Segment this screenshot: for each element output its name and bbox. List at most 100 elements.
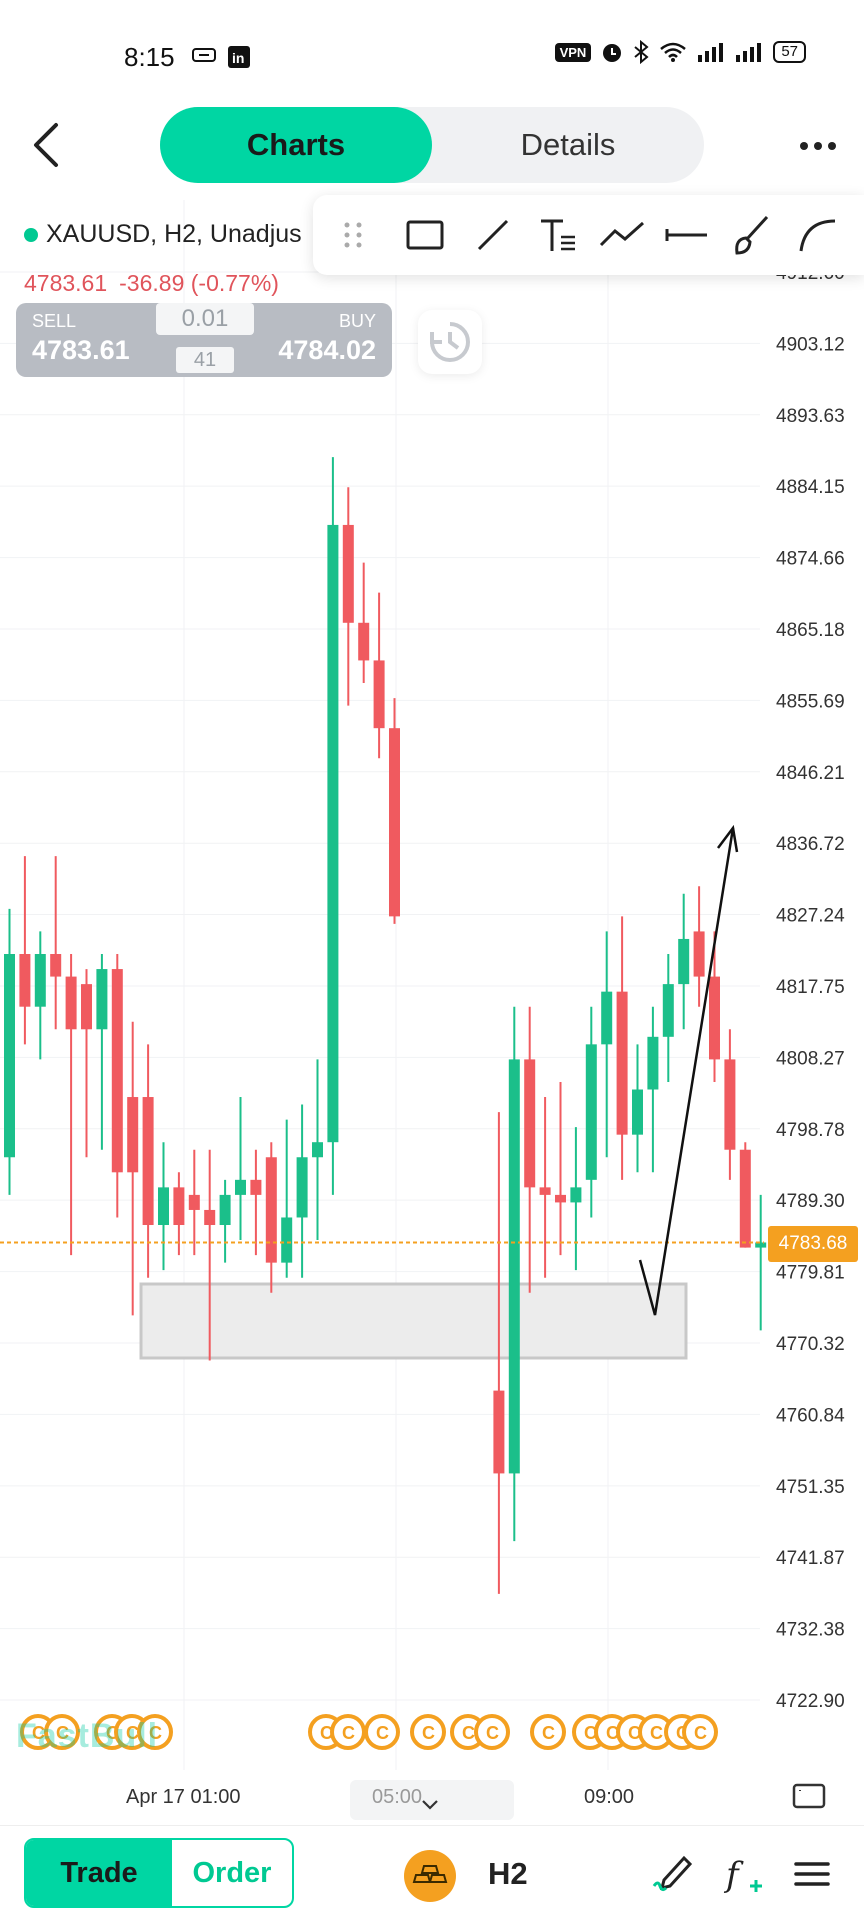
candle-body	[173, 1187, 185, 1226]
event-marker	[474, 1714, 510, 1750]
email-icon	[192, 48, 216, 62]
candle-body	[539, 1187, 551, 1195]
buy-label: BUY	[338, 311, 376, 331]
history-button[interactable]	[418, 310, 482, 374]
time-axis: Apr 17 01:00 05:00 09:00	[0, 1770, 864, 1825]
more-icon[interactable]	[798, 131, 838, 161]
rectangle-icon[interactable]	[401, 211, 449, 259]
y-tick-label: 4751.35	[776, 1477, 845, 1498]
event-marker-label: C	[32, 1723, 45, 1743]
event-marker-label: C	[650, 1723, 663, 1743]
price-change-line: 4783.61 -36.89 (-0.77%)	[24, 270, 291, 297]
drawing-toolbar	[313, 195, 864, 275]
linkedin-icon: in	[228, 46, 250, 68]
price-change: -36.89 (-0.77%)	[119, 270, 279, 296]
candle-body	[358, 622, 370, 661]
event-marker	[530, 1714, 566, 1750]
text-icon[interactable]	[535, 211, 583, 259]
drag-handle-icon[interactable]	[329, 211, 377, 259]
buy-price-button[interactable]: 4784.02	[278, 335, 376, 365]
candle-body	[555, 1194, 566, 1203]
candlestick-chart[interactable]: 4912.604903.124893.634884.154874.664865.…	[0, 0, 864, 1790]
lot-size-input[interactable]: 0.01	[156, 303, 254, 335]
drawn-arrow-line	[638, 827, 735, 1316]
arc-icon[interactable]	[793, 211, 841, 259]
candle-body	[570, 1187, 582, 1203]
polyline-icon[interactable]	[599, 211, 647, 259]
y-tick-label: 4817.75	[776, 977, 845, 998]
live-dot	[24, 227, 38, 242]
svg-text:f: f	[723, 1855, 744, 1895]
y-tick-label: 4893.63	[776, 406, 845, 427]
y-tick-label: 4884.15	[776, 477, 845, 498]
timeframe-selector[interactable]: H2	[488, 1856, 528, 1891]
candle-body	[81, 984, 92, 1030]
candle-body	[389, 728, 400, 917]
tab-details[interactable]: Details	[520, 127, 616, 162]
candle-body	[524, 1059, 536, 1188]
event-marker-label: C	[606, 1723, 619, 1743]
symbol-name: XAUUSD, H2, Unadjus	[46, 220, 302, 248]
landscape-icon[interactable]	[792, 1782, 826, 1810]
line-icon[interactable]	[469, 211, 517, 259]
symbol-line[interactable]: XAUUSD, H2, Unadjus	[24, 220, 302, 249]
candle-body	[158, 1187, 169, 1226]
time-label-middle: 05:00	[372, 1786, 423, 1808]
event-marker-label: C	[342, 1723, 355, 1743]
sell-price-button[interactable]: 4783.61	[32, 335, 130, 365]
event-marker-label: C	[56, 1723, 69, 1743]
y-tick-label: 4722.90	[776, 1691, 845, 1712]
time-scroll-pill[interactable]	[350, 1780, 514, 1820]
horizontal-line-icon[interactable]	[663, 211, 711, 259]
last-price: 4783.61	[24, 270, 108, 296]
event-marker-label: C	[462, 1723, 475, 1743]
one-click-trade-box: SELL 4783.61 BUY 4784.02 0.01 41	[16, 303, 392, 377]
indicator-icon[interactable]: f	[722, 1852, 766, 1896]
candle-body	[219, 1194, 231, 1226]
candle-body	[342, 524, 354, 623]
candle-body	[585, 1044, 597, 1180]
signal-icon	[698, 43, 724, 62]
sell-label: SELL	[32, 311, 77, 331]
candle-body	[204, 1209, 216, 1226]
instrument-icon[interactable]	[404, 1850, 456, 1902]
tab-charts[interactable]: Charts	[160, 107, 432, 183]
y-tick-label: 4836.72	[776, 834, 845, 855]
y-tick-label: 4827.24	[776, 906, 845, 927]
fastbull-watermark: FastBull	[16, 1717, 159, 1755]
svg-text:in: in	[232, 50, 244, 66]
y-tick-label: 4760.84	[776, 1405, 845, 1426]
status-time: 8:15	[124, 42, 175, 72]
time-label-right: 09:00	[584, 1786, 635, 1808]
y-tick-label: 4779.81	[776, 1263, 845, 1284]
candle-body	[235, 1179, 246, 1195]
event-marker	[682, 1714, 718, 1750]
chevron-down-icon[interactable]	[418, 1792, 442, 1816]
event-marker-label: C	[320, 1723, 333, 1743]
wifi-icon	[660, 42, 687, 62]
menu-icon[interactable]	[790, 1852, 834, 1896]
time-label-left: Apr 17 01:00	[126, 1786, 241, 1808]
vpn-badge: VPN	[554, 42, 592, 62]
trade-tab[interactable]: Trade	[26, 1840, 172, 1906]
y-tick-label: 4808.27	[776, 1048, 845, 1069]
brush-icon[interactable]	[727, 211, 775, 259]
event-marker	[364, 1714, 400, 1750]
event-marker-label: C	[694, 1723, 707, 1743]
y-tick-label: 4798.78	[776, 1120, 845, 1141]
event-marker-label: C	[542, 1723, 555, 1743]
candle-body	[188, 1194, 200, 1210]
y-tick-label: 4732.38	[776, 1620, 845, 1641]
order-tab[interactable]: Order	[192, 1857, 272, 1889]
event-marker-label: C	[149, 1723, 162, 1743]
candle-body	[647, 1036, 659, 1090]
candle-body	[616, 991, 628, 1135]
event-marker	[44, 1714, 80, 1750]
event-marker-label: C	[376, 1723, 389, 1743]
candle-body	[709, 976, 720, 1060]
drawing-tool-icon[interactable]	[650, 1852, 694, 1896]
gold-bars-icon	[412, 1865, 448, 1883]
spread-count: 41	[176, 347, 234, 373]
back-icon[interactable]	[26, 117, 66, 173]
candle-body	[127, 1097, 139, 1173]
